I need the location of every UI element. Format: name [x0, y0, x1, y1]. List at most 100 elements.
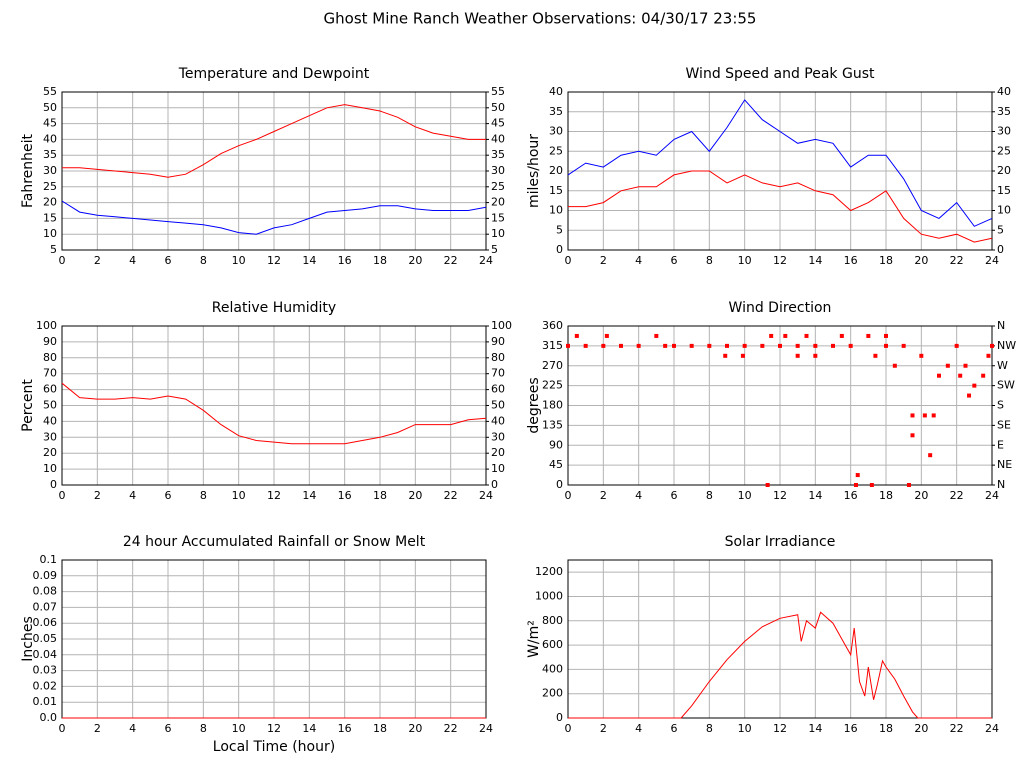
x-tick-label: 6	[165, 489, 172, 502]
x-tick-label: 8	[706, 254, 713, 267]
y2-tick-label: 20	[491, 196, 505, 209]
y2-tick-label: 90	[491, 335, 505, 348]
x-tick-label: 2	[94, 722, 101, 735]
y-tick-label: 30	[43, 430, 57, 443]
data-point	[707, 343, 712, 348]
data-point	[981, 373, 986, 378]
y-axis-label: degrees	[526, 377, 542, 433]
data-point	[884, 343, 888, 348]
data-point	[986, 353, 991, 358]
y2-tick-label: 40	[997, 85, 1011, 98]
y2-tick-label: 35	[997, 105, 1011, 118]
x-tick-label: 22	[444, 722, 458, 735]
y2-tick-label: 60	[491, 383, 505, 396]
y-tick-label: 0.1	[40, 553, 58, 566]
data-point	[990, 343, 994, 348]
y-tick-label: 60	[43, 383, 57, 396]
x-tick-label: 14	[808, 254, 822, 267]
y2-tick-label: W	[997, 359, 1008, 372]
data-point	[945, 363, 950, 368]
y-tick-label: 0.01	[33, 695, 58, 708]
y-axis-label: W/m²	[526, 620, 542, 658]
data-point	[795, 353, 800, 358]
y-tick-label: 100	[36, 319, 57, 332]
x-tick-label: 14	[808, 489, 822, 502]
y2-tick-label: SW	[997, 379, 1015, 392]
y-tick-label: 0.05	[33, 632, 58, 645]
y2-tick-label: 20	[997, 164, 1011, 177]
data-point	[928, 453, 933, 458]
data-point	[931, 413, 936, 418]
y-tick-label: 55	[43, 85, 57, 98]
y2-tick-label: 10	[491, 227, 505, 240]
x-tick-label: 24	[479, 722, 493, 735]
y-tick-label: 200	[542, 687, 563, 700]
data-point	[813, 353, 818, 358]
plot-frame	[567, 91, 993, 251]
x-tick-label: 18	[879, 254, 893, 267]
y-tick-label: 400	[542, 662, 563, 675]
data-point	[919, 353, 924, 358]
data-point	[769, 333, 774, 338]
y-tick-label: 0.0	[40, 711, 58, 724]
y-tick-label: 0.09	[33, 569, 58, 582]
y2-tick-label: 5	[491, 243, 498, 256]
y2-tick-label: 25	[997, 144, 1011, 157]
x-tick-label: 20	[914, 254, 928, 267]
y2-tick-label: 40	[491, 132, 505, 145]
y-tick-label: 0	[556, 243, 563, 256]
x-tick-label: 6	[671, 489, 678, 502]
plot-frame	[61, 325, 487, 486]
y-tick-label: 90	[549, 438, 563, 451]
data-point	[963, 363, 968, 368]
data-point	[566, 343, 570, 348]
x-tick-label: 8	[706, 489, 713, 502]
y-tick-label: 45	[43, 117, 57, 130]
y-tick-label: 40	[43, 132, 57, 145]
data-point	[848, 343, 853, 348]
data-point	[663, 343, 668, 348]
y2-tick-label: 100	[491, 319, 512, 332]
x-tick-label: 0	[59, 722, 66, 735]
y-tick-label: 180	[542, 399, 563, 412]
data-point	[813, 343, 818, 348]
y2-tick-label: 35	[491, 148, 505, 161]
y2-tick-label: 45	[491, 117, 505, 130]
y-axis-label: miles/hour	[526, 134, 542, 208]
x-tick-label: 14	[302, 254, 316, 267]
x-tick-label: 14	[302, 489, 316, 502]
y2-tick-label: 25	[491, 180, 505, 193]
data-point	[855, 473, 860, 478]
x-tick-label: 16	[338, 254, 352, 267]
x-tick-label: 22	[950, 254, 964, 267]
x-tick-label: 22	[950, 489, 964, 502]
data-point	[892, 363, 897, 368]
x-tick-label: 18	[373, 254, 387, 267]
y2-tick-label: 70	[491, 367, 505, 380]
y-axis-label: Inches	[20, 616, 36, 661]
data-point	[831, 343, 835, 348]
chart-title: Temperature and Dewpoint	[178, 66, 370, 82]
data-point	[972, 383, 977, 388]
data-point	[723, 353, 728, 358]
y-tick-label: 10	[43, 462, 57, 475]
data-point	[937, 373, 941, 378]
data-point	[672, 343, 676, 348]
x-tick-label: 8	[200, 254, 207, 267]
data-point	[604, 333, 609, 338]
y-tick-label: 15	[43, 211, 57, 224]
x-tick-label: 0	[59, 489, 66, 502]
x-tick-label: 10	[738, 489, 752, 502]
data-point	[853, 483, 858, 487]
x-tick-label: 18	[879, 489, 893, 502]
y-tick-label: 25	[43, 180, 57, 193]
x-tick-label: 12	[267, 489, 281, 502]
y2-tick-label: 30	[997, 125, 1011, 138]
x-tick-label: 14	[302, 722, 316, 735]
chart-title: Relative Humidity	[212, 300, 336, 316]
y-tick-label: 0.07	[33, 600, 58, 613]
y-tick-label: 50	[43, 101, 57, 114]
x-tick-label: 12	[773, 254, 787, 267]
data-line	[568, 611, 992, 719]
y2-tick-label: 50	[491, 101, 505, 114]
